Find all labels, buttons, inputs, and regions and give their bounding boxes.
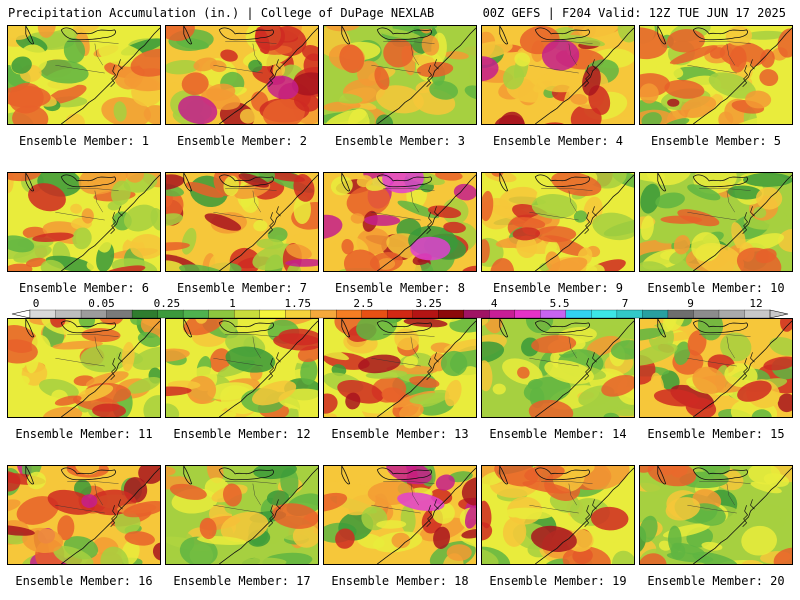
colorbar-swatch: [131, 309, 159, 319]
ensemble-member-label: Ensemble Member: 11: [15, 427, 153, 441]
colorbar-swatch: [565, 309, 592, 319]
ensemble-map-14: [481, 318, 635, 418]
ensemble-map-10: [639, 172, 793, 272]
ensemble-member-label: Ensemble Member: 16: [15, 574, 153, 588]
ensemble-map-20: [639, 465, 793, 565]
colorbar-min-arrow: [11, 309, 31, 319]
ensemble-member-label: Ensemble Member: 2: [176, 134, 308, 148]
colorbar-swatch: [55, 309, 82, 319]
colorbar-swatch: [29, 309, 56, 319]
colorbar-swatch: [106, 309, 133, 319]
colorbar-tick-label: 0.05: [88, 297, 115, 310]
colorbar-swatch: [310, 309, 337, 319]
ensemble-map-13: [323, 318, 477, 418]
colorbar-swatch: [540, 309, 567, 319]
colorbar-tick-label: 3.25: [415, 297, 442, 310]
ensemble-member-label: Ensemble Member: 5: [650, 134, 782, 148]
colorbar-tick-label: 0.25: [154, 297, 181, 310]
colorbar-swatch: [80, 309, 107, 319]
ensemble-member-label: Ensemble Member: 6: [18, 281, 150, 295]
ensemble-map-18: [323, 465, 477, 565]
ensemble-map-12: [165, 318, 319, 418]
ensemble-map-15: [639, 318, 793, 418]
ensemble-member-label: Ensemble Member: 10: [647, 281, 785, 295]
ensemble-map-17: [165, 465, 319, 565]
colorbar-tick-label: 1.75: [285, 297, 312, 310]
ensemble-map-4: [481, 25, 635, 125]
ensemble-member-label: Ensemble Member: 19: [489, 574, 627, 588]
colorbar-swatch: [412, 309, 439, 319]
colorbar-swatch: [591, 309, 618, 319]
colorbar-swatch: [387, 309, 414, 319]
ensemble-map-7: [165, 172, 319, 272]
valid-time: 00Z GEFS | F204 Valid: 12Z TUE JUN 17 20…: [482, 6, 786, 20]
ensemble-map-2: [165, 25, 319, 125]
colorbar-swatch: [463, 309, 490, 319]
ensemble-member-label: Ensemble Member: 14: [489, 427, 627, 441]
ensemble-map-8: [323, 172, 477, 272]
ensemble-member-label: Ensemble Member: 13: [331, 427, 469, 441]
ensemble-map-11: [7, 318, 161, 418]
colorbar-swatch: [667, 309, 694, 319]
colorbar-swatch: [259, 309, 286, 319]
ensemble-map-9: [481, 172, 635, 272]
colorbar-swatch: [693, 309, 720, 319]
colorbar-tick-label: 12: [749, 297, 762, 310]
colorbar-tick-label: 2.5: [353, 297, 373, 310]
ensemble-map-16: [7, 465, 161, 565]
colorbar-swatch: [718, 309, 745, 319]
ensemble-map-19: [481, 465, 635, 565]
colorbar-swatch: [285, 309, 312, 319]
colorbar-swatch: [361, 309, 388, 319]
ensemble-member-label: Ensemble Member: 4: [492, 134, 624, 148]
ensemble-member-label: Ensemble Member: 20: [647, 574, 785, 588]
colorbar-swatch: [642, 309, 669, 319]
colorbar-tick-label: 1: [229, 297, 236, 310]
colorbar-swatch: [616, 309, 643, 319]
ensemble-map-3: [323, 25, 477, 125]
ensemble-member-label: Ensemble Member: 1: [18, 134, 150, 148]
ensemble-member-label: Ensemble Member: 9: [492, 281, 624, 295]
ensemble-member-label: Ensemble Member: 8: [334, 281, 466, 295]
ensemble-member-label: Ensemble Member: 3: [334, 134, 466, 148]
ensemble-member-label: Ensemble Member: 15: [647, 427, 785, 441]
colorbar-swatch: [514, 309, 541, 319]
colorbar-tick-label: 5.5: [550, 297, 570, 310]
colorbar-tick-label: 9: [687, 297, 694, 310]
ensemble-member-label: Ensemble Member: 17: [173, 574, 311, 588]
colorbar-swatch: [744, 309, 771, 319]
ensemble-map-5: [639, 25, 793, 125]
colorbar-swatch: [208, 309, 235, 319]
ensemble-map-1: [7, 25, 161, 125]
colorbar-max-arrow: [769, 309, 789, 319]
colorbar-swatch: [336, 309, 363, 319]
colorbar-tick-label: 7: [622, 297, 629, 310]
colorbar-swatch: [182, 309, 210, 319]
colorbar-legend: 0 0.05 0.25 1 1.75 2.5 3.25 4 5.5 7 9 12: [11, 297, 789, 319]
ensemble-member-label: Ensemble Member: 7: [176, 281, 308, 295]
colorbar-swatch: [438, 309, 465, 319]
ensemble-member-label: Ensemble Member: 12: [173, 427, 311, 441]
ensemble-member-label: Ensemble Member: 18: [331, 574, 469, 588]
colorbar-tick-label: 4: [491, 297, 498, 310]
colorbar-tick-label: 0: [33, 297, 40, 310]
colorbar-swatch: [489, 309, 516, 319]
colorbar-swatch: [157, 309, 184, 319]
map-title: Precipitation Accumulation (in.) | Colle…: [8, 6, 435, 20]
colorbar-swatch: [233, 309, 261, 319]
ensemble-map-6: [7, 172, 161, 272]
